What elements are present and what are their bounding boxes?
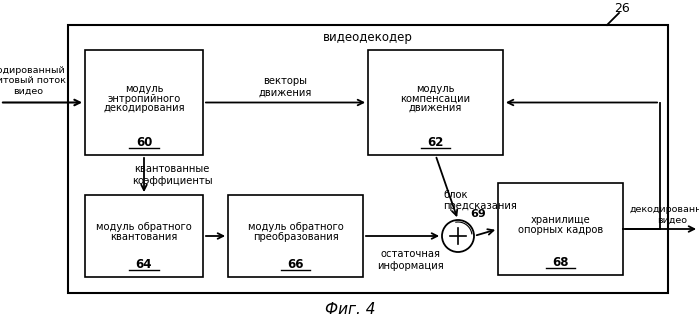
Text: квантованные
коэффициенты: квантованные коэффициенты xyxy=(131,164,212,186)
Text: модуль обратного: модуль обратного xyxy=(96,222,192,232)
Text: модуль: модуль xyxy=(124,84,164,94)
Text: 64: 64 xyxy=(136,258,152,270)
Text: блок
предсказания: блок предсказания xyxy=(443,190,517,211)
Bar xyxy=(368,50,503,155)
Text: 60: 60 xyxy=(136,135,152,148)
Text: энтропийного: энтропийного xyxy=(108,93,180,103)
Text: видеодекодер: видеодекодер xyxy=(323,31,413,44)
Text: 62: 62 xyxy=(427,135,444,148)
Text: декодирования: декодирования xyxy=(103,103,185,113)
Text: движения: движения xyxy=(409,103,462,113)
Text: компенсации: компенсации xyxy=(401,93,470,103)
Text: 26: 26 xyxy=(614,2,630,14)
Text: опорных кадров: опорных кадров xyxy=(518,225,603,235)
Text: хранилище: хранилище xyxy=(531,215,591,225)
Text: остаточная
информация: остаточная информация xyxy=(377,249,444,271)
Text: Фиг. 4: Фиг. 4 xyxy=(325,302,375,317)
Text: преобразования: преобразования xyxy=(252,232,338,242)
Text: модуль обратного: модуль обратного xyxy=(247,222,343,232)
Text: декодированное
видео: декодированное видео xyxy=(630,205,699,225)
Bar xyxy=(498,183,623,275)
Text: 68: 68 xyxy=(552,255,569,268)
Bar xyxy=(228,195,363,277)
Bar xyxy=(85,50,203,155)
Bar xyxy=(68,25,668,293)
Text: 66: 66 xyxy=(287,258,304,270)
Text: квантования: квантования xyxy=(110,232,178,242)
Text: кодированный
битовый поток
видео: кодированный битовый поток видео xyxy=(0,66,66,95)
Bar xyxy=(85,195,203,277)
Text: модуль: модуль xyxy=(416,84,455,94)
Text: 69: 69 xyxy=(470,209,486,219)
Text: векторы
движения: векторы движения xyxy=(259,76,312,97)
